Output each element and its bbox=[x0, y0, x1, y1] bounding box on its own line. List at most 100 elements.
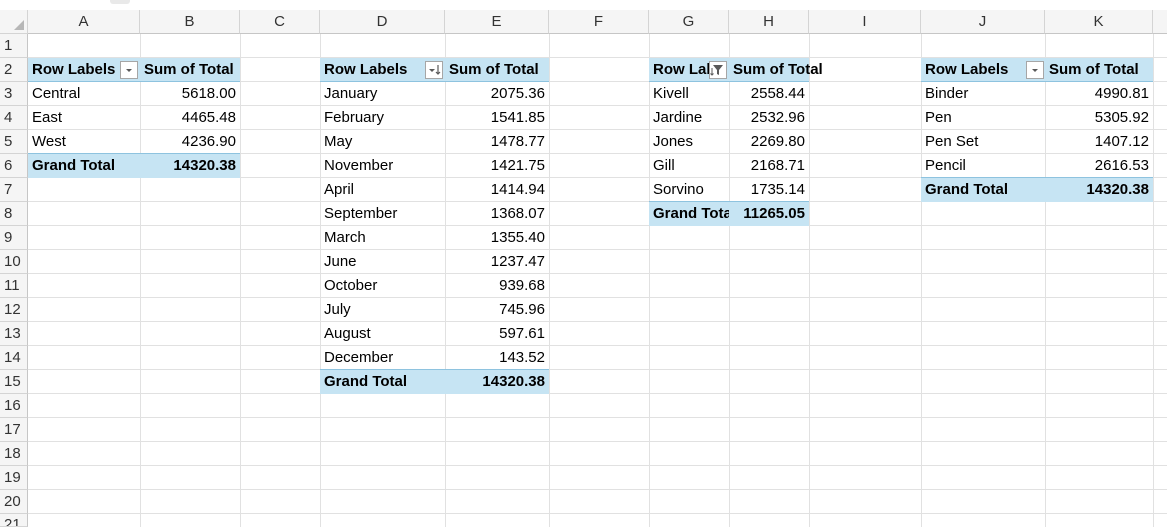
row-header-19[interactable]: 19 bbox=[0, 466, 28, 490]
pivot-month-value[interactable]: 597.61 bbox=[499, 325, 545, 342]
pivot-item-value[interactable]: 5305.92 bbox=[1094, 109, 1149, 126]
pivot-month-value[interactable]: 2075.36 bbox=[490, 85, 545, 102]
col-header-d[interactable]: D bbox=[320, 10, 445, 34]
pivot-rep-filter-button[interactable] bbox=[709, 61, 727, 79]
select-all-button[interactable] bbox=[0, 10, 28, 34]
pivot-rep-label[interactable]: Sorvino bbox=[653, 181, 704, 198]
row-header-15[interactable]: 15 bbox=[0, 370, 28, 394]
row-header-12[interactable]: 12 bbox=[0, 298, 28, 322]
pivot-month-sort-button[interactable] bbox=[425, 61, 443, 79]
row-header-11[interactable]: 11 bbox=[0, 274, 28, 298]
pivot-rep-value[interactable]: 1735.14 bbox=[750, 181, 805, 198]
pivot-month-value[interactable]: 1414.94 bbox=[490, 181, 545, 198]
pivot-month-header-row-labels[interactable]: Row Labels bbox=[320, 58, 445, 82]
pivot-month-label[interactable]: July bbox=[324, 301, 351, 318]
pivot-month-label[interactable]: August bbox=[324, 325, 371, 342]
row-header-21[interactable]: 21 bbox=[0, 514, 28, 527]
row-header-6[interactable]: 6 bbox=[0, 154, 28, 178]
col-header-g[interactable]: G bbox=[649, 10, 729, 34]
pivot-month-label[interactable]: December bbox=[324, 349, 394, 366]
pivot-item-value[interactable]: 2616.53 bbox=[1094, 157, 1149, 174]
pivot-region-filter-button[interactable] bbox=[120, 61, 138, 79]
row-header-3[interactable]: 3 bbox=[0, 82, 28, 106]
row-header-18[interactable]: 18 bbox=[0, 442, 28, 466]
col-header-j[interactable]: J bbox=[921, 10, 1045, 34]
pivot-region-value[interactable]: 4465.48 bbox=[181, 109, 236, 126]
pivot-month-value[interactable]: 1237.47 bbox=[490, 253, 545, 270]
pivot-region-label[interactable]: East bbox=[32, 109, 63, 126]
col-header-a[interactable]: A bbox=[28, 10, 140, 34]
pivot-rep-grand-total-value[interactable]: 11265.05 bbox=[729, 201, 809, 226]
pivot-month-grand-total-value[interactable]: 14320.38 bbox=[445, 369, 549, 394]
pivot-month-label[interactable]: November bbox=[324, 157, 394, 174]
pivot-month-value[interactable]: 1478.77 bbox=[490, 133, 545, 150]
col-header-next[interactable] bbox=[1153, 10, 1167, 34]
pivot-item-filter-button[interactable] bbox=[1026, 61, 1044, 79]
row-header-10[interactable]: 10 bbox=[0, 250, 28, 274]
pivot-month-value[interactable]: 1541.85 bbox=[490, 109, 545, 126]
pivot-month-label[interactable]: May bbox=[324, 133, 353, 150]
pivot-item-label[interactable]: Pen bbox=[925, 109, 952, 126]
row-header-1[interactable]: 1 bbox=[0, 34, 28, 58]
pivot-item-label[interactable]: Pencil bbox=[925, 157, 966, 174]
pivot-item-value[interactable]: 4990.81 bbox=[1094, 85, 1149, 102]
pivot-month-value[interactable]: 939.68 bbox=[499, 277, 545, 294]
pivot-item-header-row-labels[interactable]: Row Labels bbox=[921, 58, 1045, 82]
pivot-month-grand-total-label[interactable]: Grand Total bbox=[320, 369, 445, 394]
pivot-item-grand-total-label[interactable]: Grand Total bbox=[921, 177, 1045, 202]
pivot-region-header-sum[interactable]: Sum of Total bbox=[140, 58, 240, 82]
pivot-month-label[interactable]: February bbox=[324, 109, 385, 126]
pivot-rep-value[interactable]: 2269.80 bbox=[750, 133, 805, 150]
pivot-rep-label[interactable]: Gill bbox=[653, 157, 675, 174]
row-header-9[interactable]: 9 bbox=[0, 226, 28, 250]
pivot-rep-label[interactable]: Jardine bbox=[653, 109, 703, 126]
pivot-month-value[interactable]: 1368.07 bbox=[490, 205, 545, 222]
pivot-item-value[interactable]: 1407.12 bbox=[1094, 133, 1149, 150]
pivot-month-value[interactable]: 745.96 bbox=[499, 301, 545, 318]
pivot-month-label[interactable]: October bbox=[324, 277, 378, 294]
pivot-region-grand-total-value[interactable]: 14320.38 bbox=[140, 153, 240, 178]
col-header-h[interactable]: H bbox=[729, 10, 809, 34]
pivot-month-value[interactable]: 143.52 bbox=[499, 349, 545, 366]
row-header-5[interactable]: 5 bbox=[0, 130, 28, 154]
pivot-region-grand-total-label[interactable]: Grand Total bbox=[28, 153, 140, 178]
row-header-13[interactable]: 13 bbox=[0, 322, 28, 346]
pivot-item-label[interactable]: Binder bbox=[925, 85, 969, 102]
pivot-rep-label[interactable]: Jones bbox=[653, 133, 694, 150]
row-header-7[interactable]: 7 bbox=[0, 178, 28, 202]
col-header-f[interactable]: F bbox=[549, 10, 649, 34]
pivot-rep-header-sum[interactable]: Sum of Total bbox=[729, 58, 823, 82]
pivot-rep-grand-total-label[interactable]: Grand Tota bbox=[649, 201, 729, 226]
pivot-month-label[interactable]: March bbox=[324, 229, 366, 246]
pivot-region-value[interactable]: 5618.00 bbox=[181, 85, 236, 102]
row-header-20[interactable]: 20 bbox=[0, 490, 28, 514]
col-header-k[interactable]: K bbox=[1045, 10, 1153, 34]
pivot-region-label[interactable]: West bbox=[32, 133, 66, 150]
col-header-c[interactable]: C bbox=[240, 10, 320, 34]
pivot-month-label[interactable]: April bbox=[324, 181, 355, 198]
col-header-i[interactable]: I bbox=[809, 10, 921, 34]
row-header-16[interactable]: 16 bbox=[0, 394, 28, 418]
pivot-item-header-sum[interactable]: Sum of Total bbox=[1045, 58, 1153, 82]
pivot-item-label[interactable]: Pen Set bbox=[925, 133, 979, 150]
pivot-rep-value[interactable]: 2532.96 bbox=[750, 109, 805, 126]
pivot-month-header-sum[interactable]: Sum of Total bbox=[445, 58, 549, 82]
pivot-region-value[interactable]: 4236.90 bbox=[181, 133, 236, 150]
pivot-region-label[interactable]: Central bbox=[32, 85, 81, 102]
col-header-b[interactable]: B bbox=[140, 10, 240, 34]
pivot-month-label[interactable]: January bbox=[324, 85, 378, 102]
row-header-2[interactable]: 2 bbox=[0, 58, 28, 82]
row-header-17[interactable]: 17 bbox=[0, 418, 28, 442]
pivot-item-grand-total-value[interactable]: 14320.38 bbox=[1045, 177, 1153, 202]
pivot-month-value[interactable]: 1355.40 bbox=[490, 229, 545, 246]
pivot-rep-value[interactable]: 2168.71 bbox=[750, 157, 805, 174]
row-header-4[interactable]: 4 bbox=[0, 106, 28, 130]
pivot-rep-value[interactable]: 2558.44 bbox=[750, 85, 805, 102]
col-header-e[interactable]: E bbox=[445, 10, 549, 34]
pivot-month-value[interactable]: 1421.75 bbox=[490, 157, 545, 174]
row-header-8[interactable]: 8 bbox=[0, 202, 28, 226]
pivot-month-label[interactable]: June bbox=[324, 253, 357, 270]
pivot-month-label[interactable]: September bbox=[324, 205, 398, 222]
row-header-14[interactable]: 14 bbox=[0, 346, 28, 370]
pivot-rep-label[interactable]: Kivell bbox=[653, 85, 689, 102]
